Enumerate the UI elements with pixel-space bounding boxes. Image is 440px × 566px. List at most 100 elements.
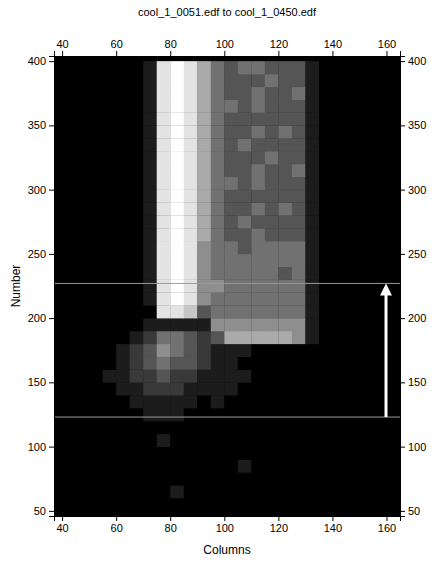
- cell: [103, 228, 117, 241]
- cell: [373, 164, 387, 177]
- cell: [319, 241, 333, 254]
- cell: [62, 305, 76, 318]
- cell: [116, 280, 130, 293]
- cell: [184, 344, 198, 357]
- cell: [130, 113, 144, 126]
- cell: [278, 421, 292, 434]
- cell: [292, 74, 306, 87]
- tick: 150: [28, 376, 54, 388]
- cell: [89, 241, 103, 254]
- cell: [238, 331, 252, 344]
- cell: [143, 370, 157, 383]
- cell: [292, 408, 306, 421]
- cell: [143, 485, 157, 498]
- cell: [346, 113, 360, 126]
- cell: [197, 408, 211, 421]
- cell: [238, 74, 252, 87]
- tick: 400: [28, 55, 54, 67]
- cell: [130, 254, 144, 267]
- tick-label: 40: [56, 522, 68, 534]
- cell: [278, 190, 292, 203]
- y-axis-left: 50100150200250300350400: [28, 55, 55, 517]
- cell: [292, 151, 306, 164]
- cell: [251, 164, 265, 177]
- cell: [184, 254, 198, 267]
- cell: [346, 382, 360, 395]
- tick: 100: [216, 38, 234, 56]
- cell: [89, 138, 103, 151]
- cell: [332, 382, 346, 395]
- tick-label: 100: [408, 441, 426, 453]
- cell: [386, 498, 400, 511]
- cell: [130, 434, 144, 447]
- axis-line: [55, 51, 401, 57]
- cell: [76, 177, 90, 190]
- cell: [157, 254, 171, 267]
- cell: [62, 241, 76, 254]
- cell: [359, 228, 373, 241]
- cell: [143, 408, 157, 421]
- cell: [332, 370, 346, 383]
- cell: [359, 74, 373, 87]
- cell: [278, 459, 292, 472]
- cell: [197, 87, 211, 100]
- cell: [305, 241, 319, 254]
- cell: [238, 472, 252, 485]
- tick-label: 60: [111, 522, 123, 534]
- cell: [373, 87, 387, 100]
- cell: [89, 344, 103, 357]
- cell: [238, 138, 252, 151]
- cell: [143, 382, 157, 395]
- cell: [251, 370, 265, 383]
- cell: [319, 498, 333, 511]
- cell: [157, 280, 171, 293]
- cell: [224, 177, 238, 190]
- cell: [278, 87, 292, 100]
- cell: [89, 292, 103, 305]
- cell: [62, 228, 76, 241]
- cell: [251, 202, 265, 215]
- cell: [292, 331, 306, 344]
- tick-mark: [116, 51, 117, 56]
- cell: [292, 177, 306, 190]
- cell: [238, 421, 252, 434]
- cell: [197, 164, 211, 177]
- cell: [319, 177, 333, 190]
- cell: [184, 202, 198, 215]
- cell: [211, 74, 225, 87]
- tick-label: 140: [324, 522, 342, 534]
- cell: [89, 485, 103, 498]
- cell: [130, 447, 144, 460]
- cell: [197, 113, 211, 126]
- cell: [251, 421, 265, 434]
- tick-mark: [224, 516, 225, 521]
- cell: [211, 254, 225, 267]
- cell: [238, 254, 252, 267]
- cell: [130, 125, 144, 138]
- cell: [103, 280, 117, 293]
- cell: [305, 61, 319, 74]
- cell: [292, 254, 306, 267]
- cell: [170, 280, 184, 293]
- cell: [292, 370, 306, 383]
- tick-label: 350: [28, 119, 46, 131]
- cell: [211, 447, 225, 460]
- cell: [346, 215, 360, 228]
- cell: [197, 344, 211, 357]
- cell: [184, 138, 198, 151]
- cell: [130, 164, 144, 177]
- cell: [278, 254, 292, 267]
- tick-label: 150: [408, 376, 426, 388]
- cell: [238, 100, 252, 113]
- cell: [359, 215, 373, 228]
- tick-mark: [400, 254, 405, 255]
- cell: [386, 421, 400, 434]
- cell: [89, 151, 103, 164]
- cell: [251, 434, 265, 447]
- cell: [211, 202, 225, 215]
- tick: 200: [400, 312, 426, 324]
- cell: [143, 280, 157, 293]
- tick: 120: [270, 38, 288, 56]
- cell: [89, 87, 103, 100]
- cell: [292, 190, 306, 203]
